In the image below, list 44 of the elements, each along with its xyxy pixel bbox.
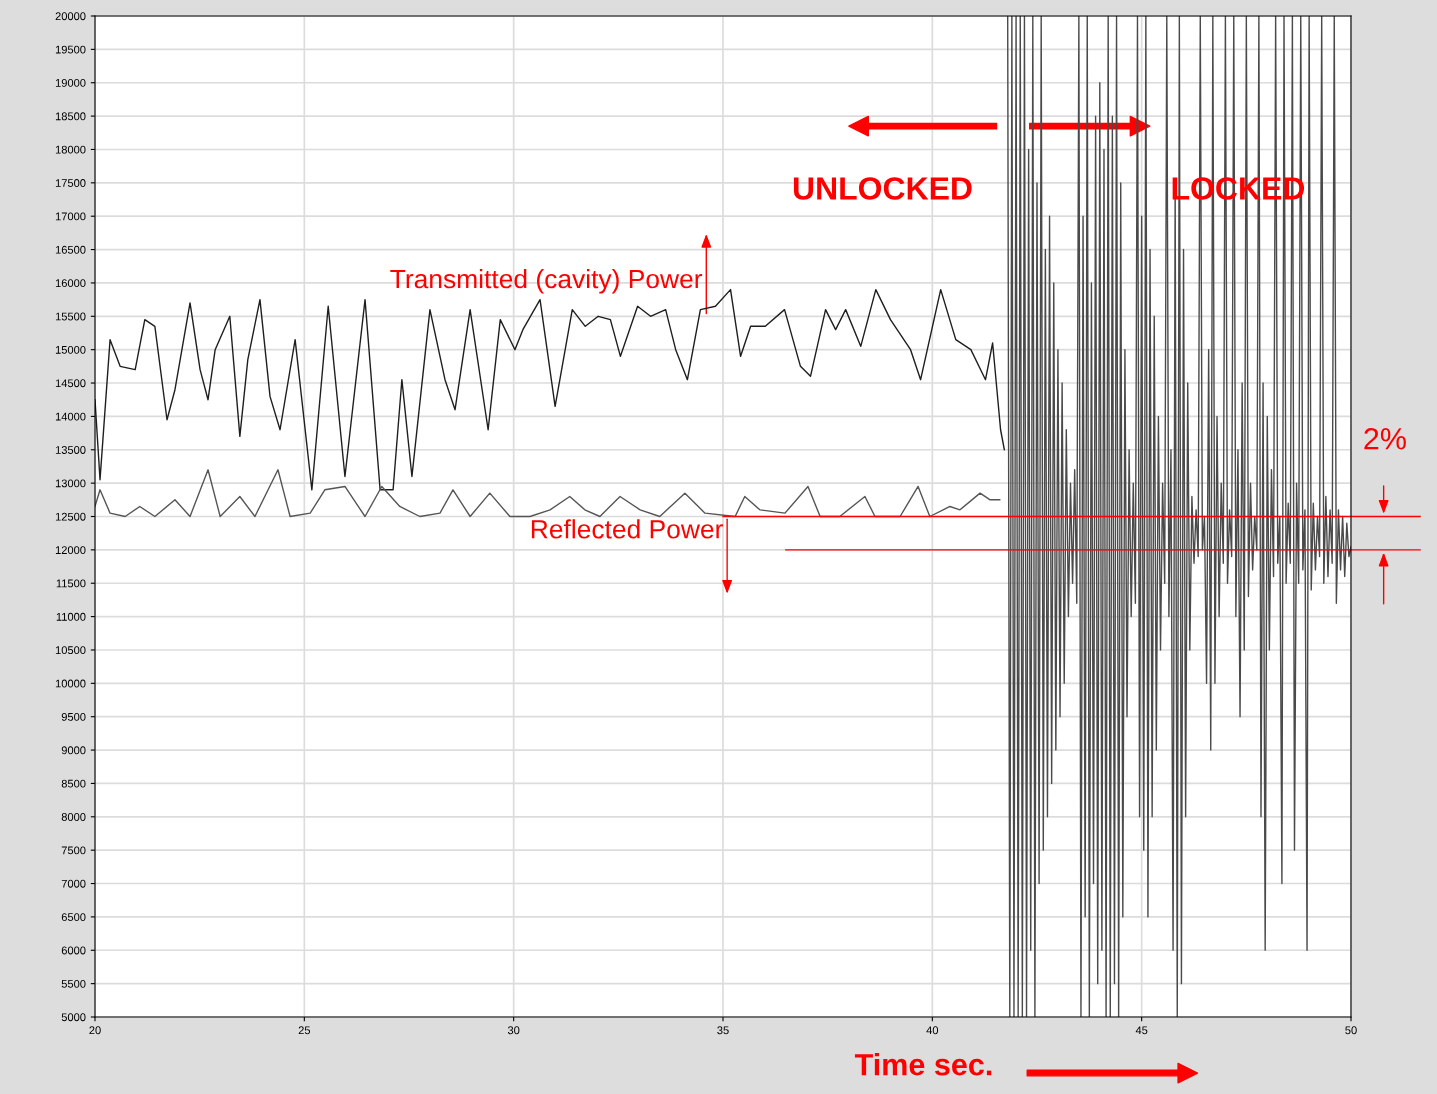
x-tick-label: 20 xyxy=(89,1026,101,1035)
y-tick-label: 18500 xyxy=(55,112,86,121)
text: 2% xyxy=(1364,427,1406,450)
y-tick-label: 11500 xyxy=(56,579,86,588)
y-tick-label: 9000 xyxy=(61,746,86,755)
y-tick-label: 16000 xyxy=(55,279,86,288)
y-tick-label: 17500 xyxy=(55,179,86,187)
y-tick-label: 7500 xyxy=(61,846,86,855)
y-tick-label: 13500 xyxy=(55,446,86,454)
annotation: Transmitted (cavity) Power xyxy=(390,268,703,294)
annotation: Reflected Power xyxy=(531,519,723,539)
y-tick-label: 15000 xyxy=(55,345,86,354)
y-tick-label: 9500 xyxy=(61,712,86,721)
y-tick-label: 10000 xyxy=(55,679,86,688)
annotation: UNLOCKED xyxy=(793,177,972,200)
y-tick-label: 12500 xyxy=(55,512,86,521)
y-tick-label: 19000 xyxy=(55,79,86,87)
x-tick-label: 40 xyxy=(926,1026,939,1035)
y-tick-label: 8000 xyxy=(61,813,86,821)
y-tick-label: 14000 xyxy=(55,412,86,421)
y-tick-label: 15500 xyxy=(55,312,86,321)
y-tick-label: 17000 xyxy=(55,212,86,221)
x-tick-label: 25 xyxy=(298,1026,311,1035)
x-axis-title: Time sec. xyxy=(854,1053,992,1076)
y-tick-label: 6500 xyxy=(61,913,86,922)
y-tick-label: 19500 xyxy=(55,45,86,54)
x-tick-label: 45 xyxy=(1135,1026,1148,1035)
y-tick-label: 5000 xyxy=(61,1013,86,1022)
y-tick-label: 10500 xyxy=(55,646,86,655)
x-tick-label: 50 xyxy=(1345,1026,1357,1035)
y-tick-label: 14500 xyxy=(55,379,86,388)
y-tick-label: 16500 xyxy=(55,245,86,254)
y-tick-label: 11000 xyxy=(56,612,86,621)
line-series xyxy=(95,469,1001,518)
y-tick-label: 7000 xyxy=(61,879,86,888)
y-tick-label: 5500 xyxy=(61,979,86,988)
y-tick-label: 12000 xyxy=(55,546,86,554)
x-tick-label: 30 xyxy=(507,1026,520,1035)
y-tick-label: 6000 xyxy=(61,946,86,955)
y-tick-label: 13000 xyxy=(55,479,86,488)
y-tick-label: 8500 xyxy=(61,779,86,788)
y-tick-label: 18000 xyxy=(55,145,86,154)
x-tick-label: 35 xyxy=(717,1026,729,1035)
y-tick-label: 20000 xyxy=(55,12,86,21)
